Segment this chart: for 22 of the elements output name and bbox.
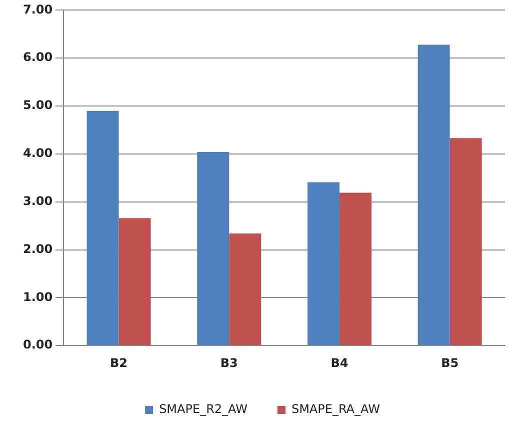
y-tick-label: 3.00 — [23, 194, 53, 208]
y-tick-label: 6.00 — [23, 50, 53, 64]
bar — [197, 152, 230, 346]
y-tick-label: 5.00 — [23, 98, 53, 112]
y-tick-label: 0.00 — [23, 338, 53, 352]
bar — [118, 218, 151, 346]
bar — [339, 192, 372, 346]
bar — [86, 110, 119, 346]
y-tick-label: 2.00 — [23, 242, 53, 256]
y-tick-label: 4.00 — [23, 146, 53, 160]
bar — [229, 233, 262, 346]
bar — [450, 138, 482, 346]
legend-label: SMAPE_R2_AW — [159, 402, 248, 416]
legend-label: SMAPE_RA_AW — [291, 402, 380, 416]
x-tick-label: B5 — [441, 356, 459, 370]
bar — [307, 182, 340, 346]
x-tick-label: B4 — [330, 356, 348, 370]
x-tick-label: B2 — [110, 356, 128, 370]
x-tick-label: B3 — [220, 356, 238, 370]
bar — [418, 44, 450, 346]
y-tick-label: 1.00 — [23, 290, 53, 304]
y-tick-label: 7.00 — [23, 2, 53, 16]
